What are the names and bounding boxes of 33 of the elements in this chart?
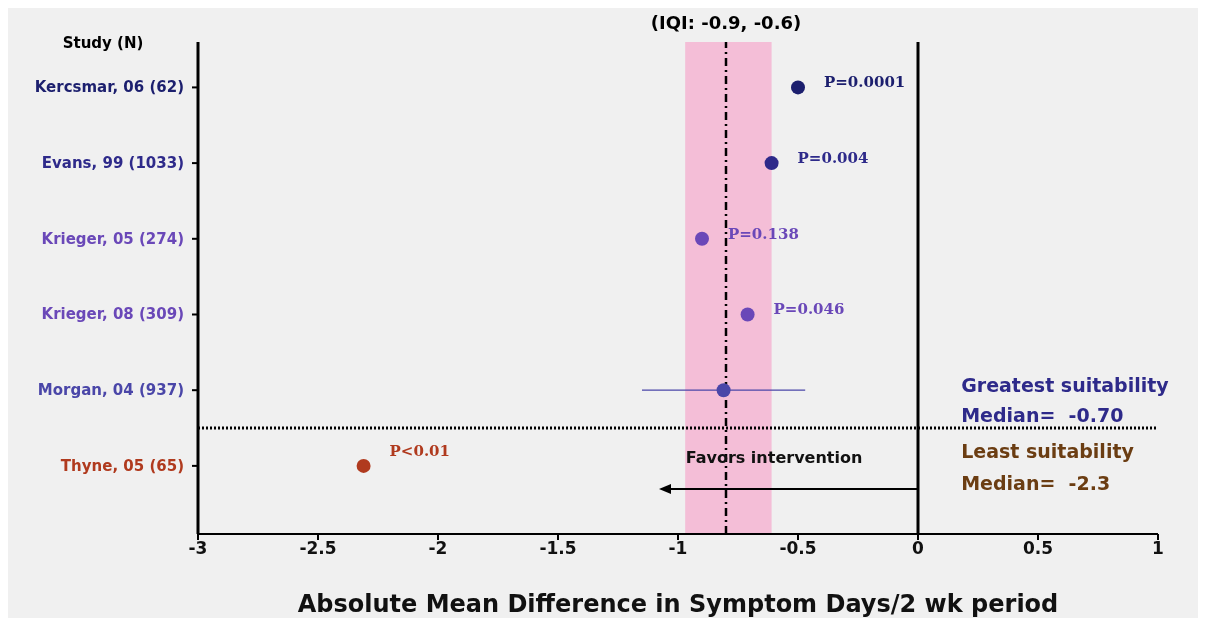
x-tick-label: -1 <box>668 538 688 559</box>
y-tick-label: Morgan, 04 (937) <box>37 381 184 400</box>
point <box>356 458 371 473</box>
point <box>740 307 755 322</box>
point <box>791 80 805 95</box>
x-tick-label: 1 <box>1152 538 1164 559</box>
annotation: P=0.0001 <box>824 73 906 92</box>
annotation: Greatest suitability <box>961 374 1169 397</box>
annotation: P<0.01 <box>389 441 450 460</box>
x-tick-label: -0.5 <box>779 538 817 559</box>
y-tick-label: Krieger, 05 (274) <box>41 229 184 248</box>
annotation: P=0.046 <box>773 300 845 319</box>
y-tick-label: Krieger, 08 (309) <box>41 305 184 324</box>
chart-title: (IQI: -0.9, -0.6) <box>650 12 802 33</box>
point <box>764 156 779 171</box>
y-axis-title: Study (N) <box>61 34 145 52</box>
x-axis-title: Absolute Mean Difference in Symptom Days/2 wk period <box>297 590 1059 618</box>
point <box>716 383 731 398</box>
annotation: P=0.138 <box>728 224 799 243</box>
x-tick-label: -3 <box>188 538 208 559</box>
y-tick-label: Evans, 99 (1033) <box>41 154 184 173</box>
x-tick-label: 0.5 <box>1022 538 1054 559</box>
annotation: Median= -2.3 <box>961 471 1111 494</box>
annotation: P=0.004 <box>797 149 869 168</box>
point <box>695 231 709 246</box>
y-tick-label: Kercsmar, 06 (62) <box>34 78 184 97</box>
annotation: Least suitability <box>961 439 1134 462</box>
x-tick-label: -2.5 <box>299 538 337 559</box>
annotation: Median= -0.70 <box>961 404 1124 427</box>
y-tick-label: Thyne, 05 (65) <box>60 456 184 475</box>
x-tick-label: -2 <box>428 538 448 559</box>
x-tick-label: 0 <box>912 538 925 559</box>
x-tick-label: -1.5 <box>539 538 577 559</box>
